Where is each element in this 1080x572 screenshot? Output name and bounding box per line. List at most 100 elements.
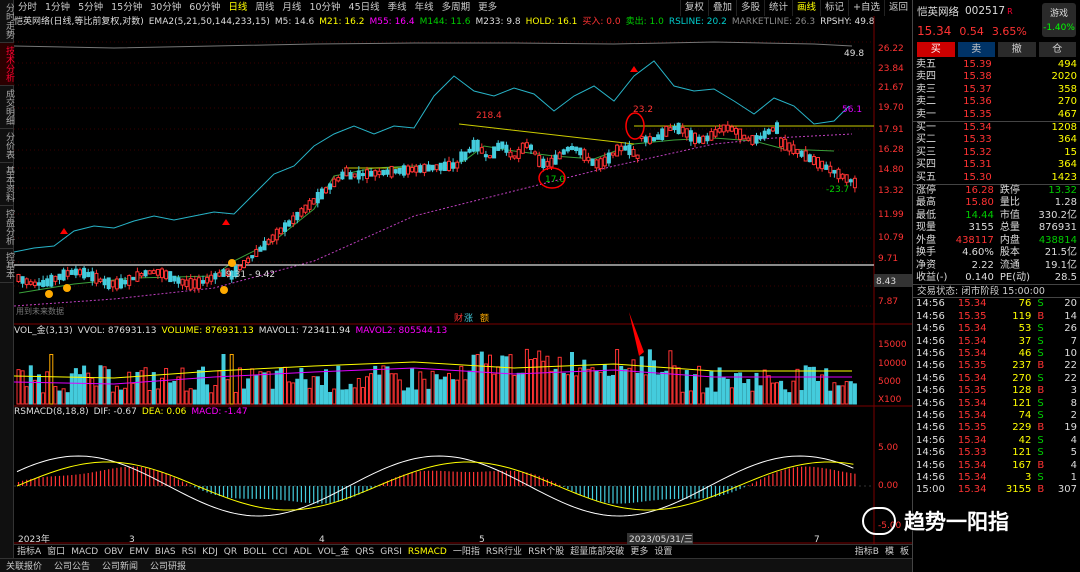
sidebar-tab[interactable]: 控基本 — [0, 249, 14, 283]
table-cell: 15.34 — [957, 323, 987, 335]
vol-title[interactable]: VOL_金(3,13) — [14, 326, 73, 336]
timeframe-tab[interactable]: 日线 — [228, 2, 248, 13]
date-tick: 3 — [129, 535, 135, 544]
trade-button[interactable]: 卖 — [957, 42, 995, 57]
indicator-tab[interactable]: MACD — [71, 546, 99, 557]
candle — [28, 281, 33, 285]
timeframe-tab[interactable]: 5分钟 — [78, 2, 104, 13]
table-cell: S — [1037, 472, 1044, 483]
sector-badge[interactable]: 游戏 -1.40% — [1042, 3, 1076, 37]
indicator-tab[interactable]: 更多 — [630, 546, 649, 557]
volume-bar — [90, 377, 95, 405]
candle — [184, 279, 189, 288]
timeframe-tab[interactable]: 30分钟 — [150, 2, 182, 13]
tool-button[interactable]: 画线 — [791, 0, 820, 16]
candle — [570, 146, 574, 150]
candle — [127, 275, 132, 286]
status-link[interactable]: 公司研报 — [150, 562, 187, 572]
trade-button[interactable]: 撤 — [998, 42, 1036, 57]
indicator-tab[interactable]: BIAS — [154, 546, 176, 557]
table-cell: 21.5亿 — [1044, 247, 1077, 259]
tick-table[interactable]: 14:56 15.34 76 S 20 14:56 15.35 119 B 14 14:56 15.3… — [913, 298, 1080, 497]
timeframe-tab[interactable]: 周线 — [255, 2, 275, 13]
indicator-tab[interactable]: VOL_金 — [317, 546, 350, 557]
candle — [106, 277, 111, 290]
indicator-tab[interactable]: OBV — [104, 546, 124, 557]
indicator-tab[interactable]: RSI — [181, 546, 197, 557]
sidebar-tab[interactable]: 分时走势 — [0, 0, 14, 43]
macd-title[interactable]: RSMACD(8,18,8) — [14, 407, 89, 417]
panel-tab[interactable]: 指标B — [854, 546, 879, 557]
table-cell: 净资 — [916, 259, 936, 271]
volume-bar — [176, 376, 181, 405]
candle — [393, 169, 398, 174]
tool-button[interactable]: 返回 — [883, 0, 912, 16]
sidebar-tab[interactable]: 基本资料 — [0, 163, 14, 206]
bid-table: 买一 15.34 1208 买二 15.33 364 买三 15.32 15 买四 15.31 364… — [913, 121, 1080, 184]
table-row: 14:56 15.34 42 S 4 — [913, 435, 1080, 447]
candle — [545, 161, 550, 167]
indicator-tab[interactable]: QRS — [355, 546, 375, 557]
panel-tab[interactable]: 模 — [884, 546, 894, 557]
sell-value: 卖出: 1.0 — [625, 17, 664, 27]
volume-bar — [426, 388, 431, 405]
timeframe-tab[interactable]: 15分钟 — [111, 2, 143, 13]
panel-tab[interactable]: 板 — [899, 546, 909, 557]
sidebar-tab[interactable]: 成交明细 — [0, 86, 14, 129]
indicator-tab[interactable]: 超量底部突破 — [570, 546, 625, 557]
tool-button[interactable]: 统计 — [763, 0, 792, 16]
stock-mark: R — [1007, 6, 1013, 16]
trade-button[interactable]: 仓 — [1038, 42, 1076, 57]
indicator-tab[interactable]: RSMACD — [407, 546, 447, 557]
table-cell: 1 — [1070, 472, 1077, 483]
table-cell: 14:56 — [916, 323, 945, 335]
table-cell: 364 — [1057, 159, 1077, 171]
indicator-tab[interactable]: 指标A — [17, 546, 42, 557]
status-link[interactable]: 公司新闻 — [102, 562, 139, 572]
indicator-tab[interactable]: 窗口 — [47, 546, 66, 557]
sidebar-tab[interactable]: 技术分析 — [0, 43, 14, 86]
volume-bar — [570, 352, 574, 405]
candle — [459, 151, 464, 162]
indicator-tab[interactable]: RSR行业 — [485, 546, 523, 557]
timeframe-tab[interactable]: 分时 — [18, 2, 38, 13]
timeframe-tab[interactable]: 60分钟 — [189, 2, 221, 13]
timeframe-tab[interactable]: 月线 — [282, 2, 302, 13]
candle — [816, 156, 820, 169]
indicator-tab[interactable]: EMV — [129, 546, 149, 557]
indicator-tab[interactable]: BOLL — [243, 546, 267, 557]
indicator-tab[interactable]: RSR个股 — [528, 546, 565, 557]
tool-button[interactable]: 叠加 — [707, 0, 736, 16]
sidebar-tab[interactable]: 分价表 — [0, 129, 14, 163]
tool-button[interactable]: 多股 — [735, 0, 764, 16]
kline-chart[interactable]: 26.22 23.84 21.67 19.70 17.91 16.28 14.80 13.32… — [14, 16, 912, 544]
status-link[interactable]: 关联报价 — [6, 562, 43, 572]
timeframe-tab[interactable]: 10分钟 — [309, 2, 341, 13]
indicator-tab[interactable]: QR — [223, 546, 238, 557]
candle — [328, 183, 333, 190]
candle — [188, 278, 193, 290]
tool-button[interactable]: 标记 — [820, 0, 848, 16]
tool-button[interactable]: +自选 — [848, 0, 884, 16]
trade-button[interactable]: 买 — [917, 42, 955, 57]
indicator-tab[interactable]: ADL — [293, 546, 312, 557]
timeframe-tab[interactable]: 年线 — [414, 2, 434, 13]
indicator-tab[interactable]: GRSI — [380, 546, 402, 557]
indicator-tab[interactable]: CCI — [272, 546, 288, 557]
price-tick: 26.22 — [878, 44, 904, 54]
timeframe-tab[interactable]: 季线 — [387, 2, 407, 13]
timeframe-tab[interactable]: 45日线 — [348, 2, 380, 13]
indicator-tab[interactable]: 设置 — [654, 546, 673, 557]
candle — [455, 161, 460, 169]
tool-button[interactable]: 复权 — [679, 0, 708, 16]
volume-bar — [410, 368, 415, 405]
timeframe-tab[interactable]: 1分钟 — [45, 2, 71, 13]
ema-label[interactable]: EMA2(5,21,50,144,233,15) — [148, 17, 270, 27]
timeframe-tab[interactable]: 多周期 — [441, 2, 471, 13]
status-link[interactable]: 公司公告 — [54, 562, 91, 572]
volume-bar — [82, 365, 87, 405]
sidebar-tab[interactable]: 控盘分析 — [0, 206, 14, 249]
timeframe-tab[interactable]: 更多 — [478, 2, 498, 13]
indicator-tab[interactable]: KDJ — [202, 546, 218, 557]
indicator-tab[interactable]: 一阳指 — [452, 546, 480, 557]
